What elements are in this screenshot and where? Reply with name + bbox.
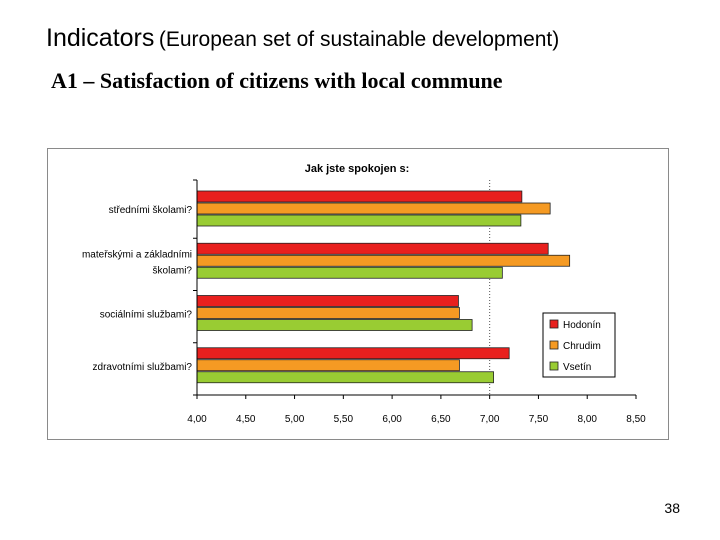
legend-label: Chrudim — [563, 341, 601, 352]
x-tick-label: 8,00 — [577, 414, 597, 425]
bar-Vsetín-0 — [196, 214, 522, 227]
category-label: zdravotními službami? — [93, 362, 193, 373]
bar-Vsetín-3 — [196, 371, 494, 384]
bar-Hodonín-2 — [196, 295, 459, 307]
bar-Hodonín-1 — [196, 242, 549, 255]
bar-Vsetín-1 — [196, 266, 503, 279]
x-tick-label: 4,00 — [187, 414, 207, 425]
chart-title: Jak jste spokojen s: — [305, 163, 410, 175]
bar-Chrudim-1 — [196, 254, 571, 267]
x-tick-label: 5,50 — [334, 414, 354, 425]
slide-title: Indicators (European set of sustainable … — [46, 24, 559, 53]
bar-Hodonín-0 — [196, 190, 523, 203]
bar-Vsetín-2 — [196, 319, 473, 331]
x-tick-label: 7,00 — [480, 414, 500, 425]
category-label: sociálními službami? — [100, 310, 193, 321]
bar-Chrudim-3 — [196, 359, 460, 372]
x-tick-label: 6,00 — [382, 414, 402, 425]
page-number: 38 — [664, 500, 680, 516]
bar-Chrudim-2 — [196, 307, 460, 319]
x-tick-label: 5,00 — [285, 414, 305, 425]
legend-swatch-Vsetín — [549, 361, 559, 371]
legend-swatch-Hodonín — [549, 319, 559, 329]
slide-title-paren: (European set of sustainable development… — [158, 28, 560, 51]
x-tick-label: 6,50 — [431, 414, 451, 425]
category-label: školami? — [153, 265, 193, 276]
legend-swatch-Chrudim — [549, 340, 559, 350]
slide-title-main: Indicators — [46, 24, 155, 52]
legend-label: Hodonín — [563, 320, 601, 331]
x-tick-label: 8,50 — [626, 414, 646, 425]
x-tick-label: 4,50 — [236, 414, 256, 425]
bar-Hodonín-3 — [196, 347, 510, 360]
category-label: středními školami? — [109, 205, 193, 216]
category-label: mateřskými a základními — [82, 249, 192, 260]
legend-label: Vsetín — [563, 362, 591, 373]
x-tick-label: 7,50 — [529, 414, 549, 425]
bar-Chrudim-0 — [196, 202, 551, 215]
slide-subtitle: A1 – Satisfaction of citizens with local… — [51, 68, 503, 93]
